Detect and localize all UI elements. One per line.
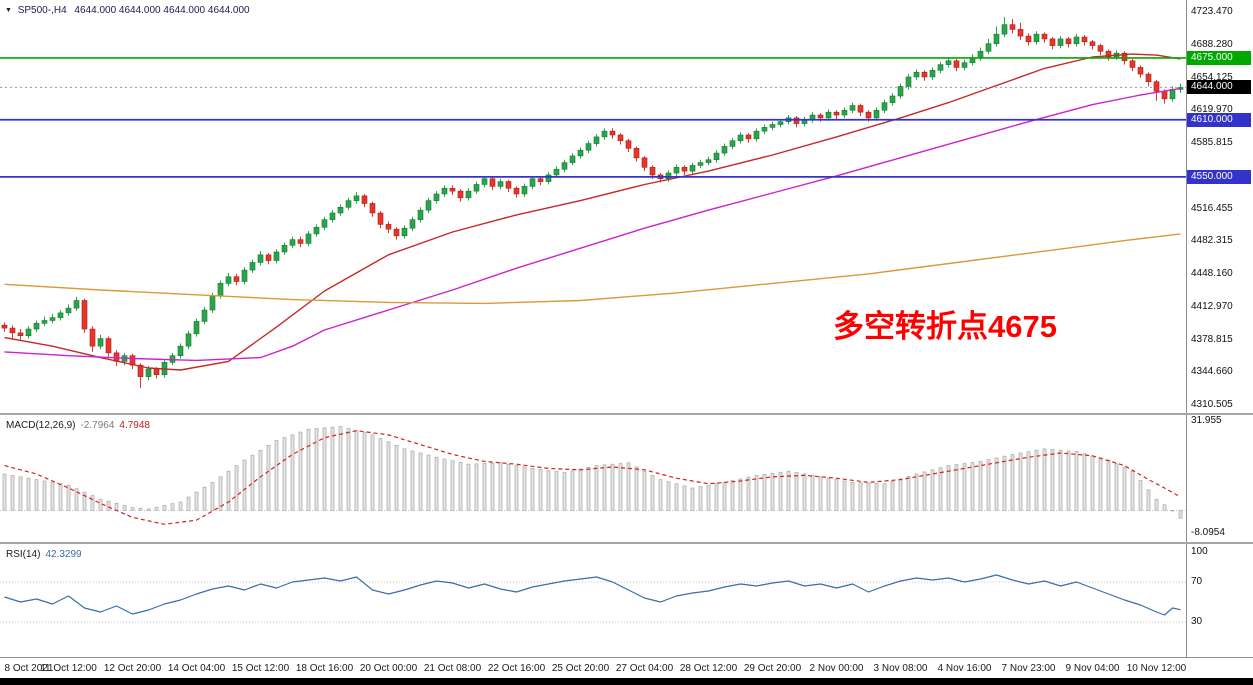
current-price-flag: 4644.000 [1187, 80, 1251, 95]
macd-signal-line [4, 430, 1181, 525]
rsi-value: 42.3299 [45, 549, 82, 560]
time-axis-label: 25 Oct 20:00 [551, 663, 610, 674]
price-tick: 4448.160 [1191, 267, 1233, 279]
time-axis-label: 29 Oct 20:00 [743, 663, 802, 674]
price-tick: 4619.970 [1191, 104, 1233, 116]
time-axis[interactable]: 8 Oct 2021 11 Oct 12:00 12 Oct 20:00 14 Oct… [0, 657, 1253, 679]
time-axis-label: 15 Oct 12:00 [231, 663, 290, 674]
price-tick: 4654.125 [1191, 71, 1233, 83]
price-tick: 4688.280 [1191, 39, 1233, 51]
macd-axis-tick: -8.0954 [1191, 527, 1225, 538]
long-ma-orange[interactable] [4, 233, 1181, 305]
price-flag-4550.000[interactable]: 4550.000 [1187, 169, 1251, 184]
price-tick: 4723.470 [1191, 5, 1233, 17]
rsi-line [4, 574, 1181, 616]
rsi-canvas[interactable] [0, 544, 1186, 657]
macd-name: MACD(12,26,9) [6, 420, 76, 431]
panel-separator[interactable] [0, 542, 1253, 544]
time-axis-label: 9 Nov 04:00 [1065, 663, 1120, 674]
time-axis-label: 20 Oct 00:00 [359, 663, 418, 674]
fast-ma-red[interactable] [4, 53, 1181, 371]
time-axis-label: 27 Oct 04:00 [615, 663, 674, 674]
macd-indicator-label: MACD(12,26,9) -2.7964 4.7948 [6, 420, 150, 431]
price-tick: 4310.505 [1191, 398, 1233, 410]
time-axis-label: 11 Oct 12:00 [40, 663, 97, 674]
macd-axis-tick: 31.955 [1191, 415, 1222, 426]
taskbar-strip [0, 678, 1253, 685]
symbol-ohlc-values: 4644.000 4644.000 4644.000 4644.000 [74, 5, 250, 16]
macd-canvas[interactable] [0, 415, 1186, 542]
rsi-axis-tick: 70 [1191, 576, 1203, 587]
time-axis-label: 10 Nov 12:00 [1126, 663, 1187, 674]
price-flag-4610.000[interactable]: 4610.000 [1187, 112, 1251, 127]
price-tick: 4344.660 [1191, 366, 1233, 378]
time-axis-label: 4 Nov 16:00 [937, 663, 992, 674]
price-flag-4675.000[interactable]: 4675.000 [1187, 50, 1251, 65]
rsi-axis-tick: 30 [1191, 616, 1203, 627]
time-axis-label: 2 Nov 00:00 [809, 663, 864, 674]
slow-ma-magenta[interactable] [4, 87, 1181, 362]
time-axis-label: 18 Oct 16:00 [295, 663, 354, 674]
time-axis-label: 22 Oct 16:00 [487, 663, 546, 674]
time-axis-label: 28 Oct 12:00 [679, 663, 738, 674]
price-axis[interactable]: 4723.470 4688.280 4654.125 4619.970 4585.815… [1186, 0, 1253, 657]
price-tick: 4412.970 [1191, 301, 1233, 313]
time-axis-label: 12 Oct 20:00 [103, 663, 162, 674]
time-axis-label: 21 Oct 08:00 [423, 663, 482, 674]
macd-signal-value: 4.7948 [119, 420, 150, 431]
price-tick: 4585.815 [1191, 136, 1233, 148]
panel-separator[interactable] [0, 413, 1253, 415]
time-axis-label: 14 Oct 04:00 [167, 663, 226, 674]
rsi-name: RSI(14) [6, 549, 41, 560]
price-tick: 4516.455 [1191, 202, 1233, 214]
rsi-indicator-label: RSI(14) 42.3299 [6, 549, 82, 560]
rsi-axis-tick: 100 [1191, 546, 1208, 557]
chevron-down-icon[interactable]: ▼ [5, 7, 12, 14]
symbol-name: SP500-,H4 [17, 5, 67, 16]
price-tick: 4482.315 [1191, 235, 1233, 247]
price-tick: 4378.815 [1191, 333, 1233, 345]
time-axis-label: 3 Nov 08:00 [873, 663, 928, 674]
symbol-info: ▼ SP500-,H4 4644.000 4644.000 4644.000 4… [5, 5, 250, 16]
pivot-annotation-text[interactable]: 多空转折点4675 [833, 309, 1057, 344]
main-chart-canvas[interactable] [0, 0, 1186, 413]
time-axis-label: 8 Oct 2021 [4, 663, 54, 674]
macd-main-value: -2.7964 [80, 420, 115, 431]
time-axis-label: 7 Nov 23:00 [1001, 663, 1056, 674]
